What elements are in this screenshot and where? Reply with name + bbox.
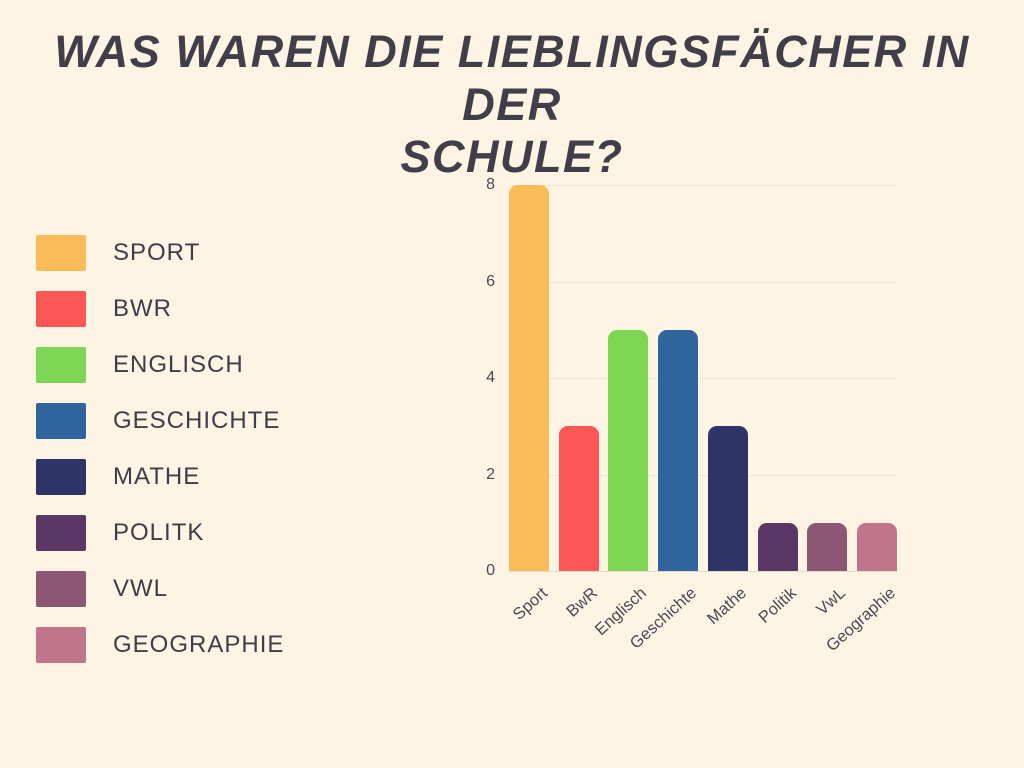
chart-title: WAS WAREN DIE LIEBLINGSFÄCHER IN DER SCH… — [0, 26, 1024, 184]
legend-swatch — [36, 291, 86, 327]
bar-geographie — [857, 522, 897, 571]
bar-bwr — [558, 426, 599, 571]
legend-swatch — [36, 459, 86, 495]
legend-item-label: BWR — [113, 295, 172, 322]
bar-sport — [509, 185, 549, 571]
bar-englisch — [608, 329, 649, 571]
legend-item: BWR — [36, 291, 284, 327]
y-tick-label-8: 8 — [486, 176, 495, 193]
legend-item-label: ENGLISCH — [113, 351, 244, 378]
legend-swatch — [36, 347, 86, 383]
legend-swatch — [36, 627, 86, 663]
y-tick-label-6: 6 — [486, 272, 495, 290]
gridline-y0 — [509, 571, 897, 572]
legend-item: GEOGRAPHIE — [36, 627, 284, 663]
legend: SPORT BWR ENGLISCH GESCHICHTE MATHE POLITK VWL… — [36, 235, 284, 683]
chart-title-line-1: WAS WAREN DIE LIEBLINGSFÄCHER IN DER — [54, 26, 970, 130]
legend-item-label: MATHE — [113, 463, 201, 490]
legend-item-label: SPORT — [113, 239, 201, 266]
legend-swatch — [36, 235, 86, 271]
legend-item: ENGLISCH — [36, 347, 284, 383]
bar-mathe — [707, 426, 748, 571]
legend-item: VWL — [36, 571, 284, 607]
gridline-y6 — [509, 281, 897, 283]
y-tick-label-0: 0 — [486, 562, 495, 579]
y-tick-label-2: 2 — [486, 465, 495, 483]
legend-item-label: VWL — [113, 575, 169, 602]
plot-area: 0 2 4 6 8 Sport BwR Englisch Geschichte Mathe Poli… — [486, 176, 899, 655]
legend-swatch — [36, 515, 86, 551]
gridline-y8 — [509, 185, 897, 186]
bar-politik — [757, 522, 798, 571]
bar-geschichte — [658, 329, 699, 571]
legend-item-label: GESCHICHTE — [113, 407, 281, 434]
legend-item: GESCHICHTE — [36, 403, 284, 439]
legend-swatch — [36, 403, 86, 439]
chart-title-line-2: SCHULE? — [400, 131, 624, 183]
legend-item: SPORT — [36, 235, 284, 271]
legend-item: POLITK — [36, 515, 284, 551]
bar-vwl — [807, 522, 848, 571]
legend-swatch — [36, 571, 86, 607]
legend-item: MATHE — [36, 459, 284, 495]
legend-item-label: GEOGRAPHIE — [113, 631, 285, 658]
gridline-y2 — [509, 474, 897, 476]
legend-item-label: POLITK — [113, 519, 205, 546]
gridline-y4 — [509, 378, 897, 379]
y-tick-label-4: 4 — [486, 369, 495, 386]
